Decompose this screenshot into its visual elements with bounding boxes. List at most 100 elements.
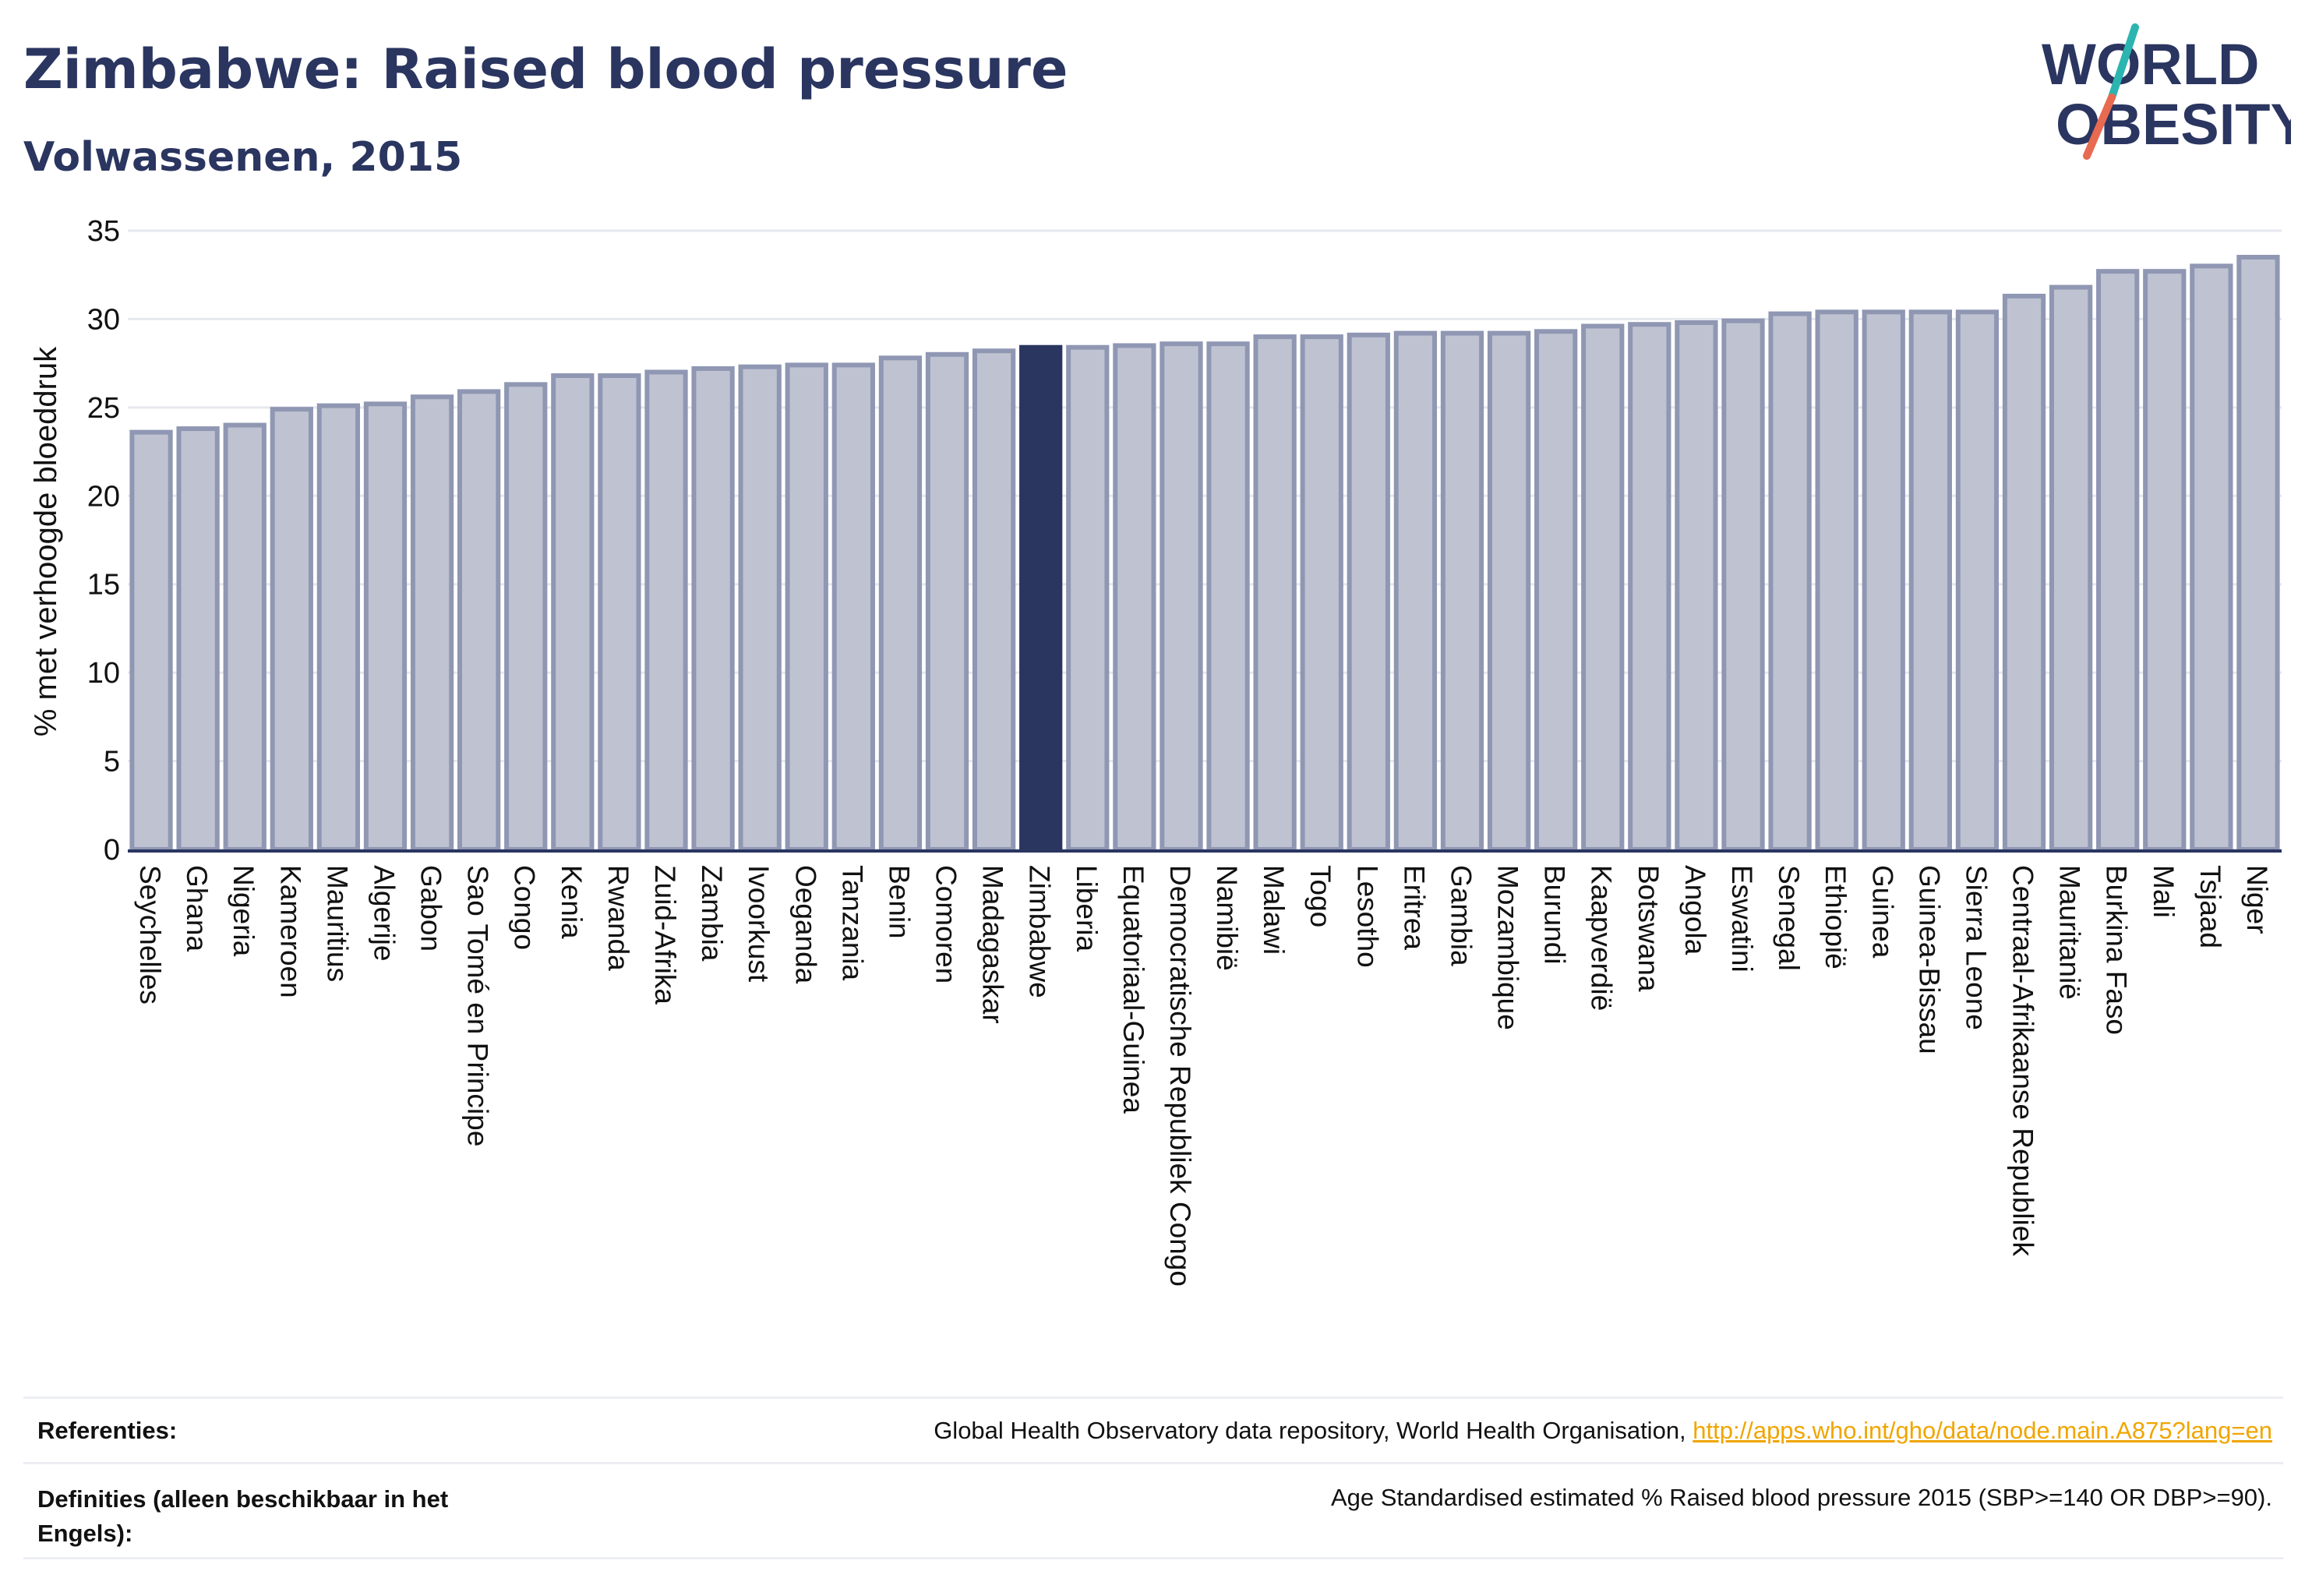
- x-tick-label: Kaapverdië: [1586, 865, 1618, 1011]
- y-tick-label: 0: [104, 834, 120, 867]
- bar-centraal-afrikaanse-republiek: [2002, 293, 2046, 852]
- bar-namibi-: [1206, 341, 1250, 852]
- tick-layer: 0 5 10 15 20 25 30 35: [87, 215, 2282, 867]
- x-tick-label: Ghana: [181, 865, 213, 952]
- bar-guinea: [1862, 309, 1905, 852]
- bar-sao-tom-en-principe: [457, 389, 501, 852]
- bar-eritrea: [1393, 330, 1438, 852]
- bar-seychelles: [129, 429, 173, 852]
- x-tick-label: Ivoorkust: [743, 865, 775, 983]
- bar-gabon: [410, 394, 454, 852]
- bar-burkina-faso: [2096, 269, 2140, 853]
- bar-benin: [878, 355, 923, 852]
- y-tick-label: 20: [87, 480, 120, 513]
- x-tick-label: Nigeria: [228, 865, 259, 957]
- bar-ivoorkust: [738, 364, 782, 852]
- x-tick-label: Algerije: [368, 865, 400, 961]
- x-tick-label: Angola: [1679, 865, 1711, 955]
- x-tick-label: Mauritanië: [2054, 865, 2086, 1000]
- references-link[interactable]: http://apps.who.int/gho/data/node.main.A…: [1693, 1417, 2272, 1444]
- footer-divider-bottom: [23, 1557, 2283, 1559]
- y-tick-label: 30: [87, 303, 120, 336]
- x-tick-label: Gambia: [1445, 865, 1477, 966]
- chart-subtitle: Volwassenen, 2015: [23, 134, 463, 181]
- world-obesity-logo: WORLD OBESITY: [2042, 23, 2291, 160]
- bar-kaapverdi-: [1581, 323, 1625, 852]
- bar-algerije: [363, 401, 408, 852]
- bar-mauritius: [316, 403, 361, 852]
- x-tick-label: Mauritius: [321, 865, 353, 982]
- bar-tsjaad: [2190, 263, 2233, 853]
- footer-divider-middle: [23, 1462, 2283, 1464]
- x-tick-label: Kenia: [556, 865, 588, 939]
- bar-zuid-afrika: [644, 369, 688, 852]
- bar-mozambique: [1487, 330, 1531, 852]
- bar-gambia: [1440, 330, 1484, 852]
- bar-niger: [2236, 255, 2280, 852]
- bar-congo: [504, 382, 548, 852]
- y-tick-label: 35: [87, 215, 120, 248]
- x-tick-label: Burundi: [1539, 865, 1571, 965]
- bar-burundi: [1534, 329, 1578, 852]
- bar-chart: 0 5 10 15 20 25 30 35 Seychelles Ghana Nigeria Kam…: [29, 215, 2282, 1287]
- bar-kenia: [551, 373, 595, 853]
- x-tick-label: Seychelles: [134, 865, 166, 1005]
- x-tick-label: Tanzania: [836, 865, 868, 981]
- x-tick-label: Mozambique: [1492, 865, 1524, 1030]
- x-tick-label: Comoren: [930, 865, 962, 983]
- x-tick-label: Equatoriaal-Guinea: [1117, 865, 1149, 1114]
- x-tick-label: Mali: [2148, 865, 2180, 918]
- bar-mali: [2143, 269, 2187, 853]
- bar-zambia: [691, 365, 735, 853]
- bar-malawi: [1253, 334, 1297, 853]
- y-axis-label: % met verhoogde bloeddruk: [29, 346, 63, 736]
- x-tick-label: Zuid-Afrika: [649, 865, 681, 1005]
- y-tick-label: 15: [87, 569, 120, 602]
- x-tick-label: Oeganda: [789, 865, 821, 984]
- y-tick-label: 5: [104, 746, 120, 779]
- references-label: Referenties:: [37, 1417, 178, 1444]
- x-tick-label: Congo: [509, 865, 541, 950]
- x-tick-label: Guinea-Bissau: [1913, 865, 1945, 1054]
- definitions-text: Age Standardised estimated % Raised bloo…: [1330, 1484, 2272, 1511]
- x-tick-label: Lesotho: [1351, 865, 1383, 968]
- x-tick-label: Liberia: [1071, 865, 1103, 952]
- x-tick-label: Togo: [1304, 865, 1336, 927]
- bar-lesotho: [1347, 332, 1390, 852]
- x-tick-label: Kameroen: [274, 865, 306, 998]
- x-tick-label: Senegal: [1773, 865, 1805, 971]
- bar-togo: [1300, 334, 1343, 853]
- definitions-label: Definities (alleen beschikbaar in het En…: [37, 1485, 449, 1547]
- bar-sierra-leone: [1955, 309, 2000, 852]
- y-tick-label: 10: [87, 657, 120, 690]
- logo-text-world: WORLD: [2042, 32, 2260, 97]
- bar-ghana: [176, 426, 220, 852]
- bar-democratische-republiek-congo: [1160, 341, 1203, 852]
- x-tick-label: Malawi: [1258, 865, 1290, 955]
- bar-botswana: [1628, 322, 1671, 852]
- label-layer: Seychelles Ghana Nigeria Kameroen Mauritius A…: [134, 865, 2273, 1287]
- x-tick-label: Eritrea: [1398, 865, 1430, 950]
- chart-title: Zimbabwe: Raised blood pressure: [23, 37, 1068, 101]
- logo-slash-orange: [2083, 94, 2116, 160]
- bar-rwanda: [598, 373, 641, 853]
- bar-guinea-bissau: [1908, 309, 1952, 852]
- bar-oeganda: [785, 362, 828, 852]
- x-tick-label: Zimbabwe: [1024, 865, 1056, 998]
- bar-ethiopi-: [1815, 309, 1858, 852]
- bar-tanzania: [831, 362, 875, 852]
- bar-liberia: [1066, 344, 1110, 852]
- x-tick-label: Namibië: [1211, 865, 1243, 971]
- x-tick-label: Democratische Republiek Congo: [1164, 865, 1196, 1287]
- x-tick-label: Ethiopië: [1820, 865, 1851, 969]
- x-tick-label: Madagaskar: [977, 865, 1009, 1024]
- x-tick-label: Gabon: [415, 865, 447, 952]
- x-tick-label: Benin: [883, 865, 915, 939]
- references-source: Global Health Observatory data repositor…: [934, 1417, 1693, 1444]
- bar-senegal: [1768, 311, 1812, 852]
- y-tick-label: 25: [87, 392, 120, 425]
- x-tick-label: Burkina Faso: [2101, 865, 2133, 1035]
- x-tick-label: Zambia: [696, 865, 728, 962]
- bar-nigeria: [223, 422, 267, 852]
- bar-equatoriaal-guinea: [1113, 343, 1156, 852]
